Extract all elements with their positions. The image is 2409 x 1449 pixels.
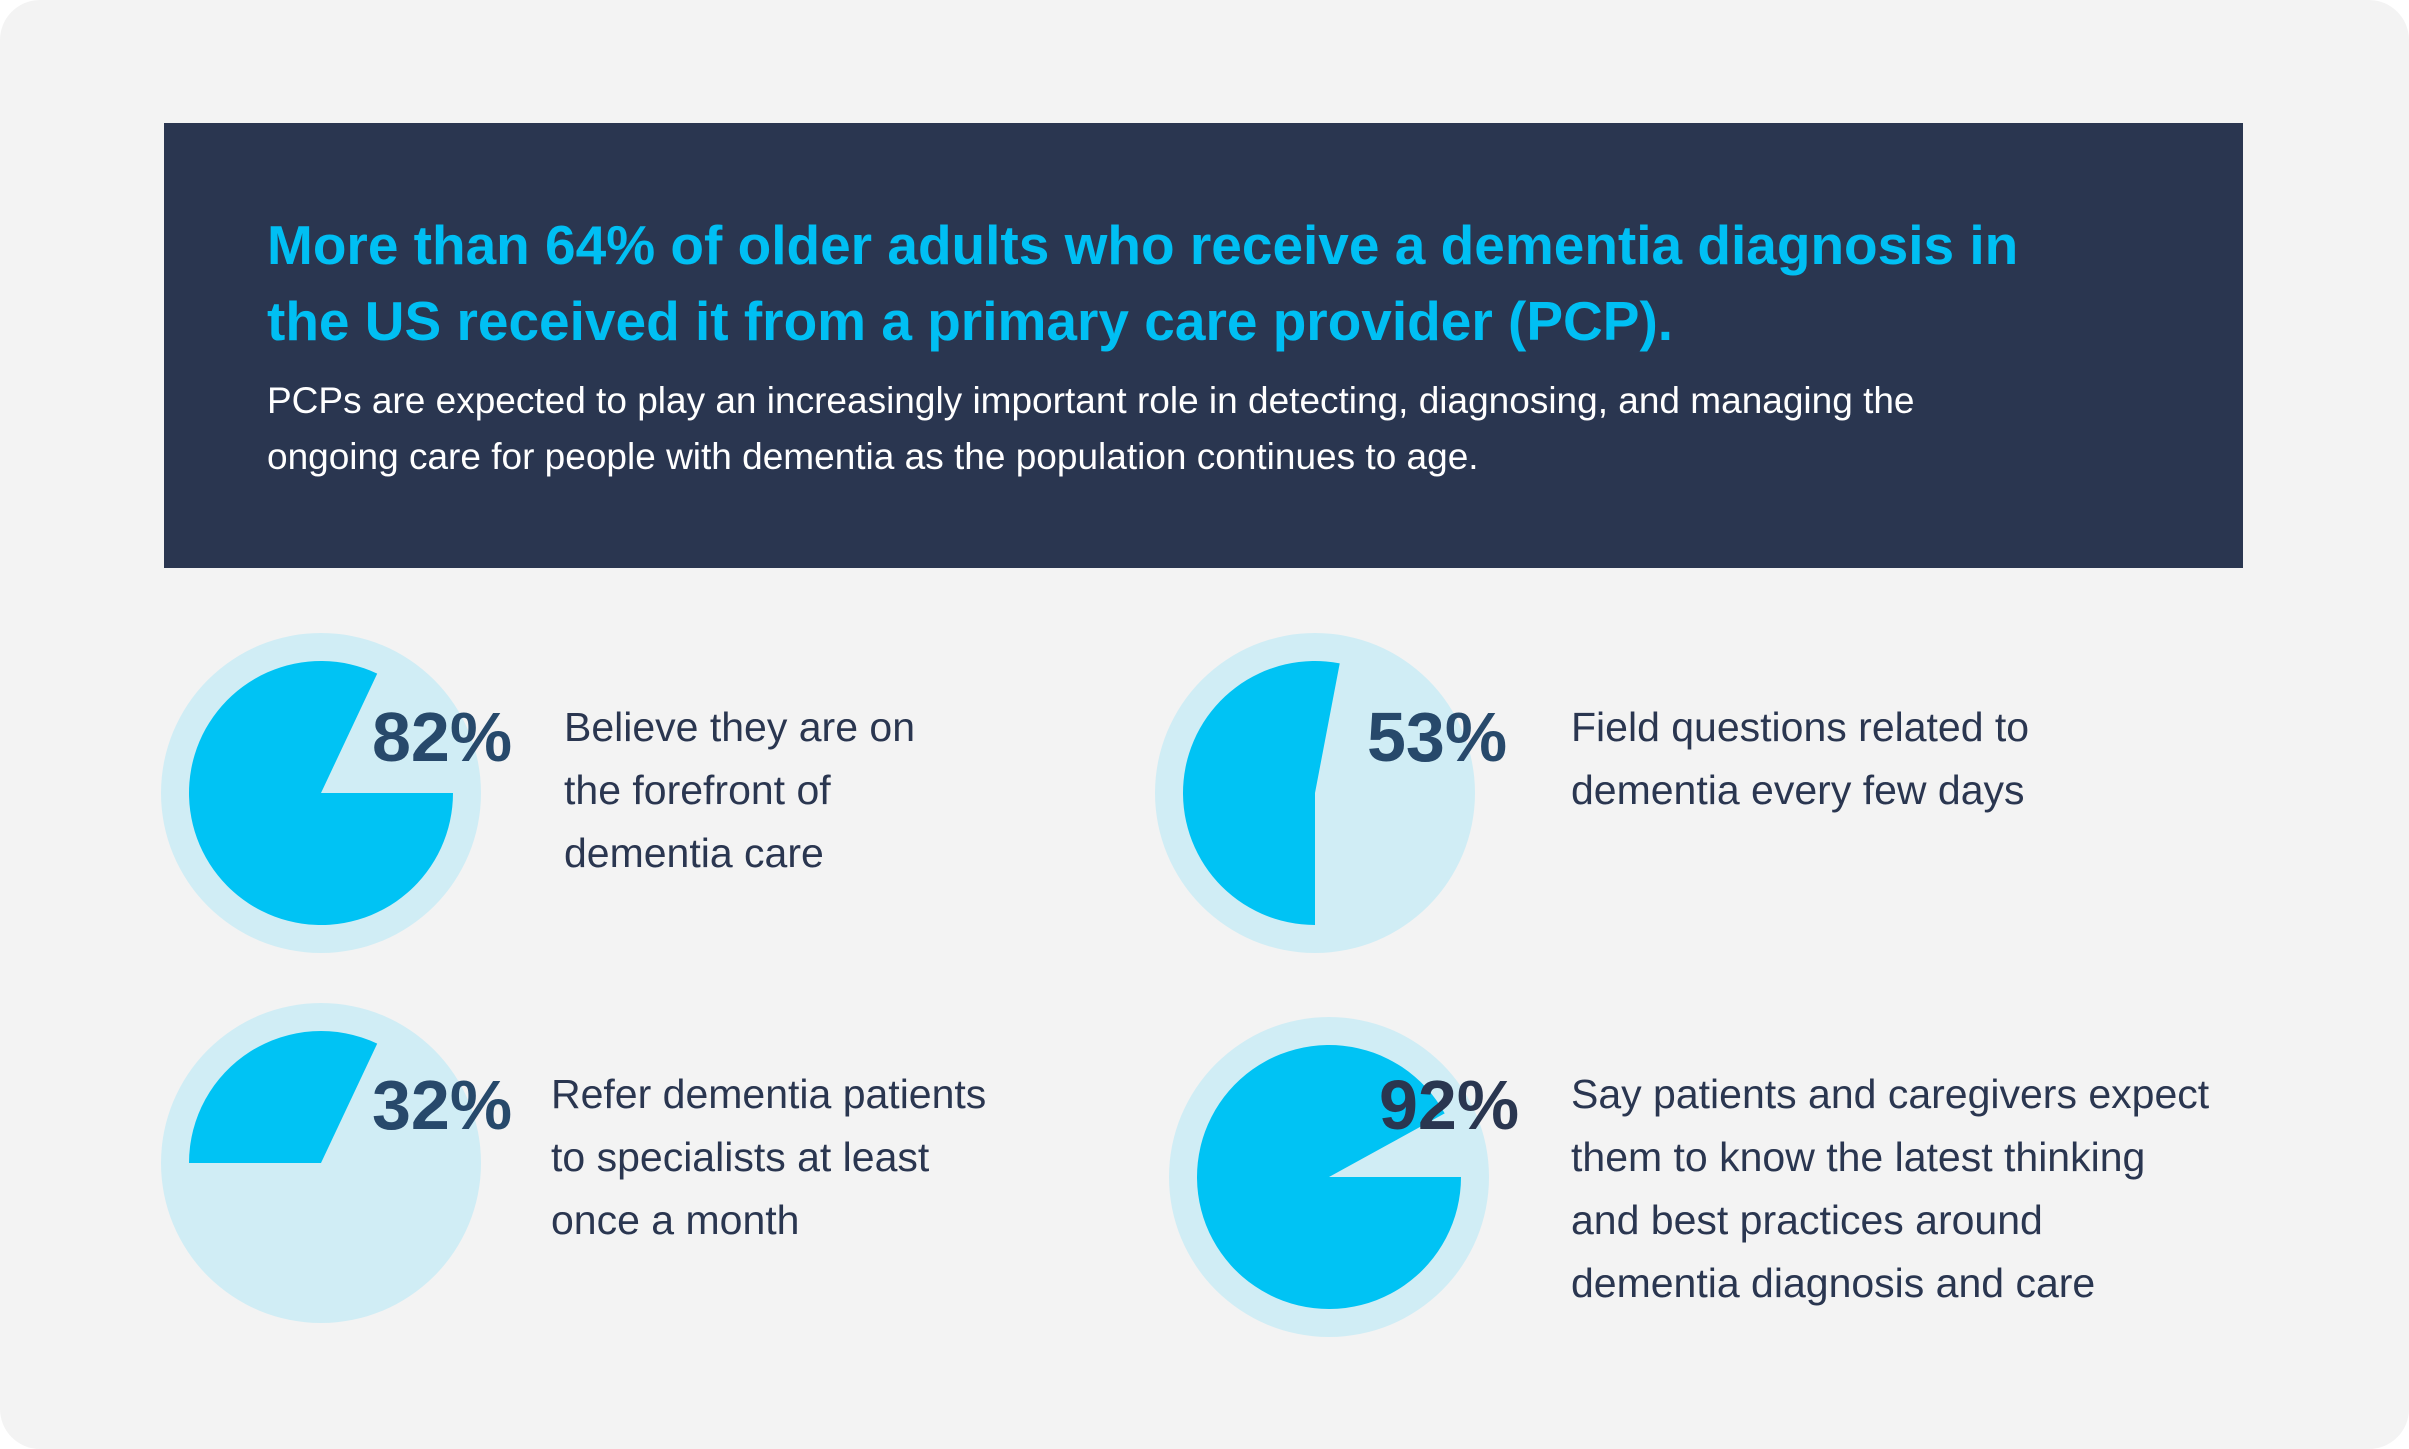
stat-description-4: Say patients and caregivers expect them … (1571, 1063, 2209, 1315)
description-line: dementia every few days (1571, 767, 2025, 813)
description-line: the forefront of (564, 767, 831, 813)
stat-description-3: Refer dementia patients to specialists a… (551, 1063, 986, 1252)
headline-line: More than 64% of older adults who receiv… (267, 214, 2019, 276)
description-line: Refer dementia patients (551, 1071, 987, 1117)
subheadline: PCPs are expected to play an increasingl… (267, 373, 1915, 485)
description-line: them to know the latest thinking (1571, 1134, 2146, 1180)
stat-value-1: 82% (372, 698, 513, 776)
pie-slice-1 (189, 661, 454, 925)
headline: More than 64% of older adults who receiv… (267, 207, 2167, 359)
subheadline-line: PCPs are expected to play an increasingl… (267, 380, 1915, 421)
description-line: Believe they are on (564, 704, 916, 750)
description-line: and best practices around (1571, 1197, 2043, 1243)
description-line: Say patients and caregivers expect (1571, 1071, 2210, 1117)
description-line: to specialists at least (551, 1134, 930, 1180)
stat-description-1: Believe they are on the forefront of dem… (564, 696, 915, 885)
headline-line: the US received it from a primary care p… (267, 290, 1674, 352)
stat-value-4: 92% (1379, 1066, 1520, 1144)
stat-value-3: 32% (372, 1066, 513, 1144)
description-line: dementia diagnosis and care (1571, 1260, 2096, 1306)
pie-slice-2 (1183, 661, 1340, 925)
stat-value-2: 53% (1367, 698, 1508, 776)
pie-slice-4 (1197, 1045, 1461, 1310)
description-line: once a month (551, 1197, 800, 1243)
pie-slice-3 (189, 1031, 378, 1163)
stat-description-2: Field questions related to dementia ever… (1571, 696, 2029, 822)
header-banner: More than 64% of older adults who receiv… (164, 123, 2243, 568)
subheadline-line: ongoing care for people with dementia as… (267, 436, 1479, 477)
description-line: dementia care (564, 830, 824, 876)
description-line: Field questions related to (1571, 704, 2030, 750)
